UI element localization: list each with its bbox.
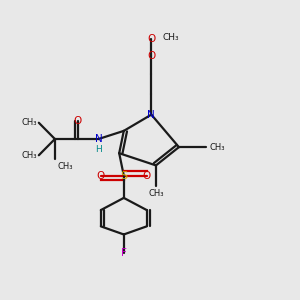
Text: S: S: [120, 171, 128, 181]
Text: CH₃: CH₃: [22, 118, 38, 127]
Text: H: H: [95, 145, 102, 154]
Text: CH₃: CH₃: [162, 32, 179, 41]
Text: O: O: [147, 51, 155, 61]
Text: O: O: [147, 34, 155, 44]
Text: CH₃: CH₃: [58, 162, 73, 171]
Text: CH₃: CH₃: [209, 142, 225, 152]
Text: N: N: [148, 110, 155, 120]
Text: N: N: [95, 134, 102, 144]
Text: O: O: [74, 116, 82, 126]
Text: O: O: [142, 171, 151, 181]
Text: F: F: [121, 248, 127, 258]
Text: CH₃: CH₃: [148, 189, 164, 198]
Text: O: O: [97, 171, 105, 181]
Text: CH₃: CH₃: [22, 151, 38, 160]
